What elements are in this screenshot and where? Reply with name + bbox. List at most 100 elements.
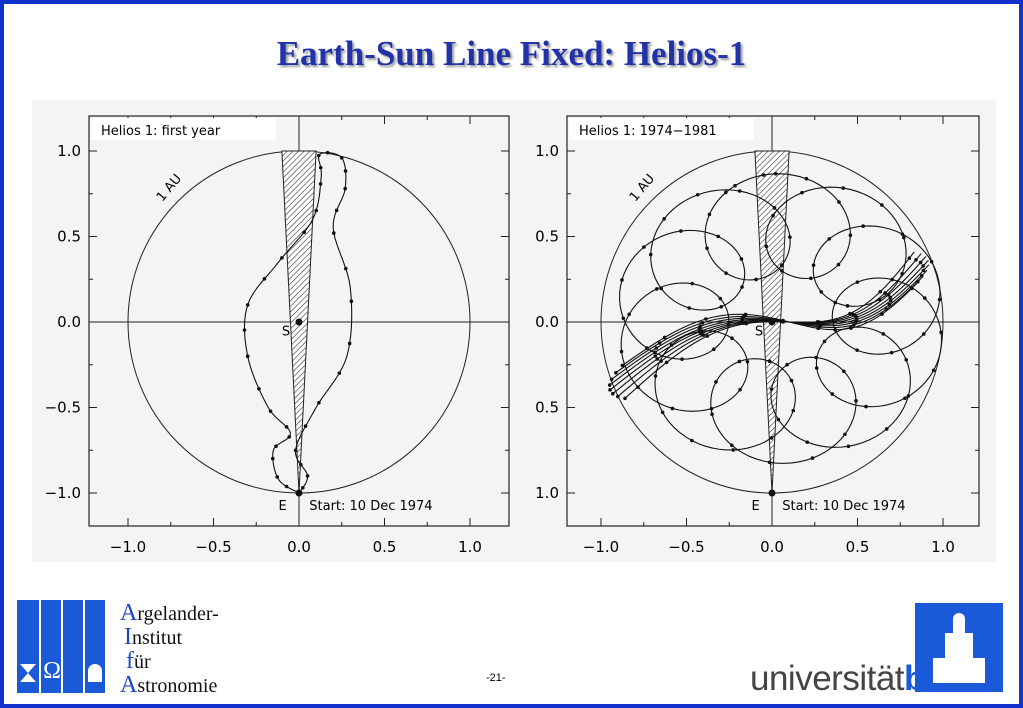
trajectory-dot	[780, 263, 784, 267]
trajectory-dot	[610, 391, 615, 396]
trajectory-dot	[931, 368, 936, 373]
trajectory-dot	[737, 359, 742, 364]
trajectory-dot	[270, 456, 275, 461]
trajectory-dot	[700, 320, 705, 325]
x-tick-label: 0.5	[373, 538, 397, 556]
trajectory-dot	[815, 320, 820, 324]
trajectory-dot	[302, 230, 306, 235]
earth-label: E	[278, 499, 286, 514]
trajectory-dot	[275, 475, 280, 479]
trajectory-dot	[343, 169, 348, 173]
trajectory-dot	[245, 354, 250, 359]
trajectory-dot	[814, 366, 819, 370]
trajectory-dot	[607, 383, 612, 387]
trajectory-dot	[785, 362, 789, 367]
trajectory-dot	[738, 387, 742, 392]
trajectory-dot	[800, 190, 804, 195]
trajectory-dot	[833, 300, 838, 305]
trajectory-dot	[900, 232, 905, 236]
y-tick-label: −1.0	[45, 484, 81, 502]
trajectory-dot	[297, 491, 301, 495]
trajectory-dot	[849, 326, 853, 330]
trajectory-dot	[880, 203, 884, 207]
trajectory-dot	[884, 307, 889, 311]
trajectory-dot	[608, 388, 612, 392]
sun-dot	[295, 318, 303, 326]
trajectory-dot	[918, 260, 923, 265]
start-label: Start: 10 Dec 1974	[309, 499, 432, 514]
trajectory-dot	[318, 165, 323, 170]
trajectory-dot	[343, 266, 348, 271]
trajectory-dot	[704, 317, 708, 321]
trajectory-dot	[883, 291, 887, 295]
y-tick-label: −0.5	[45, 399, 81, 417]
trajectory	[243, 152, 353, 494]
orbit-plot: −1.0 −0.5 0.0 0.5 1.0 1.0 0.5 0.0 0.5 1.0 Helios 1…	[535, 115, 980, 556]
trajectory-dot	[811, 263, 816, 268]
trajectory-dot	[257, 387, 261, 391]
label-bg	[569, 118, 754, 140]
trajectory-dot	[724, 190, 728, 195]
trajectory-dot	[293, 448, 298, 453]
trajectory-dot	[332, 231, 336, 235]
sun-label: S	[282, 325, 290, 340]
trajectory-dot	[855, 348, 859, 352]
trajectory-dot	[737, 189, 742, 193]
trajectory-dot	[919, 273, 924, 278]
trajectory-dot	[939, 330, 943, 335]
trajectory-dot	[903, 396, 907, 401]
trajectory-dot	[837, 200, 841, 204]
page-number: -21-	[486, 672, 506, 684]
trajectory-dot	[922, 296, 927, 300]
trajectory	[624, 251, 915, 399]
trajectory-dot	[262, 277, 267, 281]
trajectory-dot	[819, 290, 824, 294]
trajectory-dot	[744, 321, 749, 326]
trajectory-dot	[789, 378, 794, 383]
figures: −1.0 −0.5 0.0 0.5 1.0 1.0 0.5 0.0 −0.5 −1.0 Helios…	[32, 100, 996, 562]
trajectory-dot	[314, 208, 318, 213]
trajectory-dot	[687, 306, 692, 310]
trajectory-dot	[690, 281, 695, 286]
trajectory-dot	[695, 192, 700, 197]
trajectory-dot	[788, 235, 792, 239]
slide-title: Earth-Sun Line Fixed: Helios-1	[276, 34, 747, 73]
university-logo	[915, 603, 1003, 692]
trajectory-dot	[287, 435, 291, 439]
trajectory-dot	[929, 259, 934, 264]
trajectory-dot	[730, 336, 734, 341]
trajectory-dot	[317, 400, 321, 405]
trajectory-dot	[907, 256, 912, 260]
trajectory-dot	[698, 324, 703, 328]
trajectory-dot	[771, 213, 775, 218]
trajectory-dot	[268, 409, 273, 413]
trajectory-dot	[710, 412, 714, 416]
label-bg	[91, 118, 276, 140]
trajectory-dot	[921, 268, 926, 273]
trajectory-dot	[642, 245, 646, 249]
trajectory-dot	[773, 172, 778, 176]
x-tick-label: −0.5	[195, 538, 231, 556]
trajectory-dot	[827, 237, 832, 241]
earth-label: E	[751, 499, 759, 514]
trajectory-dot	[654, 287, 659, 291]
logo-text: Astronomie	[120, 672, 218, 698]
trajectory-dot	[843, 432, 847, 437]
trajectory-dot	[822, 339, 827, 344]
trajectory	[619, 173, 943, 464]
trajectory-dot	[325, 150, 330, 155]
trajectory-dot	[776, 417, 781, 422]
trajectory-dot	[299, 462, 303, 467]
trajectory-dot	[712, 347, 716, 352]
trajectory-dot	[343, 186, 347, 191]
plot-label: Helios 1: first year	[101, 124, 221, 139]
trajectory-dot	[654, 346, 659, 350]
trajectory-dot	[242, 328, 247, 332]
trajectory-dot	[614, 370, 618, 375]
orbit-plot: −1.0 −0.5 0.0 0.5 1.0 1.0 0.5 0.0 −0.5 −1.0 Helios…	[45, 115, 510, 556]
trajectory-dot	[339, 156, 344, 160]
trajectory-dot	[804, 176, 809, 181]
trajectory-dot	[664, 360, 669, 365]
trajectory-dot	[754, 277, 758, 282]
